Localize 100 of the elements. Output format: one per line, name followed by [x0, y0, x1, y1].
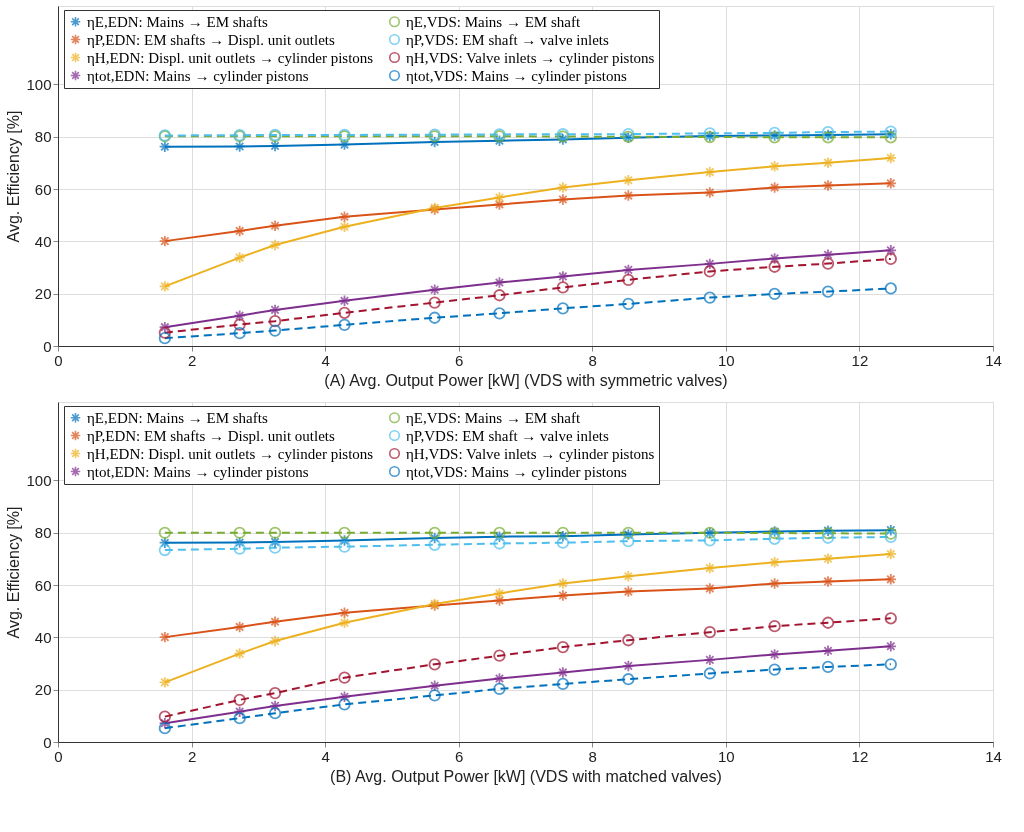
x-axis-title: (A) Avg. Output Power [kW] (VDS with symmetric valves) [324, 371, 728, 389]
point [158, 280, 171, 293]
legend-label: ηP,VDS: EM shaft → valve inlets [406, 427, 609, 444]
point [338, 690, 351, 703]
point [768, 260, 781, 273]
point [703, 626, 716, 639]
x-tick-label: 12 [851, 747, 869, 765]
point [884, 640, 897, 653]
point [428, 135, 441, 149]
point [821, 179, 835, 192]
point [428, 658, 441, 671]
point [556, 281, 570, 294]
point [428, 296, 441, 309]
point [768, 556, 781, 569]
x-tick-label: 14 [985, 351, 1002, 369]
point [268, 634, 282, 648]
point [158, 717, 171, 730]
point [703, 653, 716, 667]
point [622, 570, 635, 583]
point [493, 537, 506, 550]
point [268, 535, 282, 549]
legend-label: ηP,VDS: EM shaft → valve inlets [406, 31, 609, 48]
legend-label: ηtot,EDN: Mains → cylinder pistons [87, 67, 309, 84]
point [268, 139, 282, 153]
x-tick-label: 6 [455, 351, 464, 369]
point [703, 561, 716, 575]
point [884, 612, 897, 625]
x-tick-label: 6 [455, 747, 464, 765]
point [556, 181, 570, 194]
y-tick-label: 80 [34, 524, 52, 542]
point [428, 679, 441, 692]
point [158, 722, 171, 735]
point [884, 547, 897, 561]
point [233, 526, 246, 539]
point [493, 289, 506, 302]
point [338, 671, 351, 684]
point [268, 699, 282, 713]
point [556, 577, 570, 590]
point [556, 270, 570, 283]
point [338, 698, 351, 711]
point [821, 644, 835, 657]
point [768, 287, 781, 301]
legend-label: ηH,VDS: Valve inlets → cylinder pistons [406, 445, 655, 462]
point [158, 140, 171, 153]
legend-label: ηtot,EDN: Mains → cylinder pistons [87, 463, 309, 480]
point [493, 649, 506, 662]
point [622, 673, 635, 686]
point [268, 219, 282, 232]
point [158, 676, 171, 689]
x-tick-label: 0 [54, 351, 63, 369]
point [268, 526, 282, 539]
point [556, 589, 570, 602]
point [821, 552, 835, 565]
x-tick-label: 2 [187, 351, 197, 369]
point [703, 667, 716, 680]
point [884, 282, 897, 295]
point [158, 321, 171, 334]
legend-label: ηE,EDN: Mains → EM shafts [87, 13, 268, 30]
point [884, 177, 897, 190]
point [233, 712, 246, 725]
point [428, 531, 441, 545]
y-tick-label: 100 [26, 471, 52, 489]
point [768, 648, 781, 661]
point [622, 634, 635, 647]
x-axis-title: (B) Avg. Output Power [kW] (VDS with matched valves) [330, 767, 722, 785]
point [884, 658, 897, 671]
y-tick-label: 20 [34, 285, 52, 303]
point [233, 705, 246, 718]
point [821, 156, 835, 169]
point [622, 585, 635, 598]
point [703, 582, 716, 595]
point [233, 318, 246, 331]
legend-label: ηP,EDN: EM shafts → Displ. unit outlets [87, 427, 336, 444]
point [338, 220, 351, 233]
legend-label: ηH,EDN: Displ. unit outlets → cylinder pistons [87, 445, 374, 462]
point [703, 186, 716, 199]
point [268, 303, 282, 317]
point [703, 265, 716, 278]
point [493, 307, 506, 320]
point [158, 326, 171, 339]
legend-label: ηE,VDS: Mains → EM shaft [406, 13, 581, 30]
legend-label: ηH,VDS: Valve inlets → cylinder pistons [406, 49, 655, 66]
point [556, 193, 570, 206]
point [884, 530, 897, 544]
legend-label: ηP,EDN: EM shafts → Displ. unit outlets [87, 31, 336, 48]
y-axis-title: Avg. Efficiency [%] [5, 506, 23, 639]
x-tick-label: 2 [187, 747, 197, 765]
y-tick-label: 0 [43, 337, 52, 355]
point [622, 297, 635, 311]
legend-label: ηtot,VDS: Mains → cylinder pistons [406, 463, 627, 480]
point [622, 189, 635, 202]
point [493, 198, 506, 211]
point [338, 534, 351, 547]
point [233, 327, 246, 340]
point [233, 647, 246, 660]
point [821, 616, 835, 629]
point [493, 587, 506, 600]
point [428, 538, 441, 551]
point [233, 542, 246, 555]
y-axis-title: Avg. Efficiency [%] [5, 110, 23, 243]
